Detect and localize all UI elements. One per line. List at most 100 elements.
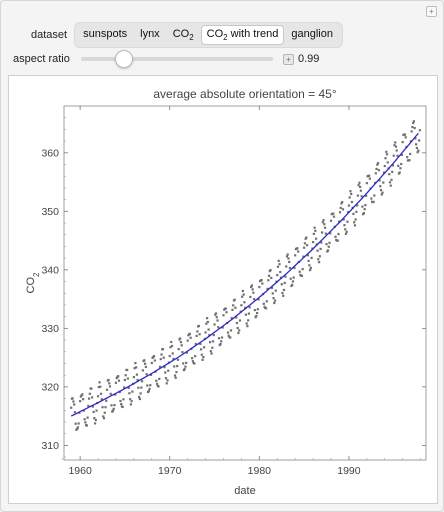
x-tick-label: 1960: [68, 465, 92, 477]
data-point: [391, 170, 394, 173]
data-point: [323, 226, 327, 229]
data-point: [166, 379, 169, 382]
data-point: [267, 279, 270, 282]
data-point: [108, 382, 111, 385]
data-point: [229, 336, 232, 339]
data-point: [183, 367, 186, 371]
data-point: [368, 177, 371, 180]
data-point: [87, 404, 90, 408]
data-point: [128, 392, 131, 395]
y-tick-label: 360: [41, 147, 59, 159]
data-point: [272, 297, 275, 300]
data-point: [186, 339, 189, 342]
data-point: [132, 376, 135, 379]
data-point: [260, 278, 263, 282]
data-point: [113, 404, 116, 407]
data-point: [345, 230, 348, 233]
data-point: [307, 259, 310, 262]
data-point: [159, 358, 162, 361]
data-point: [173, 365, 176, 368]
data-point: [244, 313, 247, 316]
data-point: [341, 200, 344, 204]
data-point: [310, 256, 313, 259]
data-point: [292, 276, 295, 279]
data-point: [340, 202, 343, 205]
data-point: [302, 255, 305, 258]
data-point: [350, 192, 353, 196]
data-point: [291, 280, 295, 283]
data-point: [296, 247, 299, 250]
aspect-ratio-slider[interactable]: [81, 50, 273, 68]
data-point: [87, 397, 91, 400]
data-point: [384, 157, 387, 160]
data-point: [284, 275, 287, 278]
data-point: [240, 304, 243, 307]
data-point: [158, 365, 162, 368]
data-point: [361, 205, 364, 208]
data-point: [241, 295, 244, 298]
data-point: [362, 212, 365, 215]
data-point: [350, 200, 354, 204]
data-point: [91, 405, 94, 408]
data-point: [279, 270, 282, 274]
data-point: [114, 381, 118, 384]
data-point: [312, 232, 315, 235]
data-point: [205, 322, 208, 325]
dataset-option-ganglion[interactable]: ganglion: [291, 27, 333, 40]
data-point: [120, 402, 123, 406]
data-point: [134, 362, 137, 365]
data-point: [316, 249, 319, 252]
dataset-option-lynx[interactable]: lynx: [140, 27, 160, 40]
data-point: [206, 320, 209, 324]
data-point: [152, 355, 156, 358]
data-point: [133, 367, 136, 370]
data-point: [265, 300, 268, 303]
data-point: [105, 399, 108, 402]
data-point: [288, 266, 292, 270]
data-point: [379, 189, 383, 192]
data-point: [164, 371, 167, 374]
data-point: [83, 418, 86, 421]
aspect-ratio-slider-thumb[interactable]: [115, 50, 134, 68]
data-point: [99, 385, 102, 388]
data-point: [370, 197, 373, 200]
data-point: [189, 336, 192, 339]
data-point: [225, 311, 228, 314]
data-point: [329, 232, 332, 235]
data-point: [165, 382, 168, 385]
aspect-ratio-label: aspect ratio: [13, 53, 70, 65]
dataset-option-co2-with-trend[interactable]: CO2 with trend: [200, 24, 285, 46]
data-point: [341, 208, 345, 211]
dataset-option-co2[interactable]: CO2: [172, 27, 194, 43]
expand-plus-icon[interactable]: +: [426, 6, 437, 17]
slider-plus-icon[interactable]: +: [283, 53, 294, 65]
data-point: [79, 395, 82, 398]
data-point: [176, 358, 180, 361]
data-point: [273, 301, 276, 305]
data-point: [199, 348, 203, 351]
aspect-ratio-value: 0.99: [298, 53, 320, 65]
data-point: [105, 388, 109, 391]
data-point: [94, 418, 97, 422]
data-point: [393, 144, 396, 147]
data-point: [358, 181, 361, 184]
data-point: [210, 352, 213, 355]
data-point: [231, 308, 234, 311]
data-point: [415, 146, 418, 150]
data-point: [96, 395, 100, 398]
data-point: [415, 143, 418, 146]
data-point: [395, 149, 398, 152]
data-point: [131, 390, 134, 393]
dataset-option-sunspots[interactable]: sunspots: [83, 27, 128, 40]
data-point: [412, 120, 416, 123]
data-point: [244, 306, 247, 309]
data-point: [400, 153, 404, 157]
data-point: [392, 154, 395, 157]
data-point: [356, 204, 359, 207]
data-point: [347, 204, 351, 207]
data-point: [343, 224, 346, 227]
y-tick-label: 320: [41, 381, 59, 393]
data-point: [169, 346, 172, 349]
data-point: [339, 206, 342, 209]
data-point: [317, 261, 321, 264]
